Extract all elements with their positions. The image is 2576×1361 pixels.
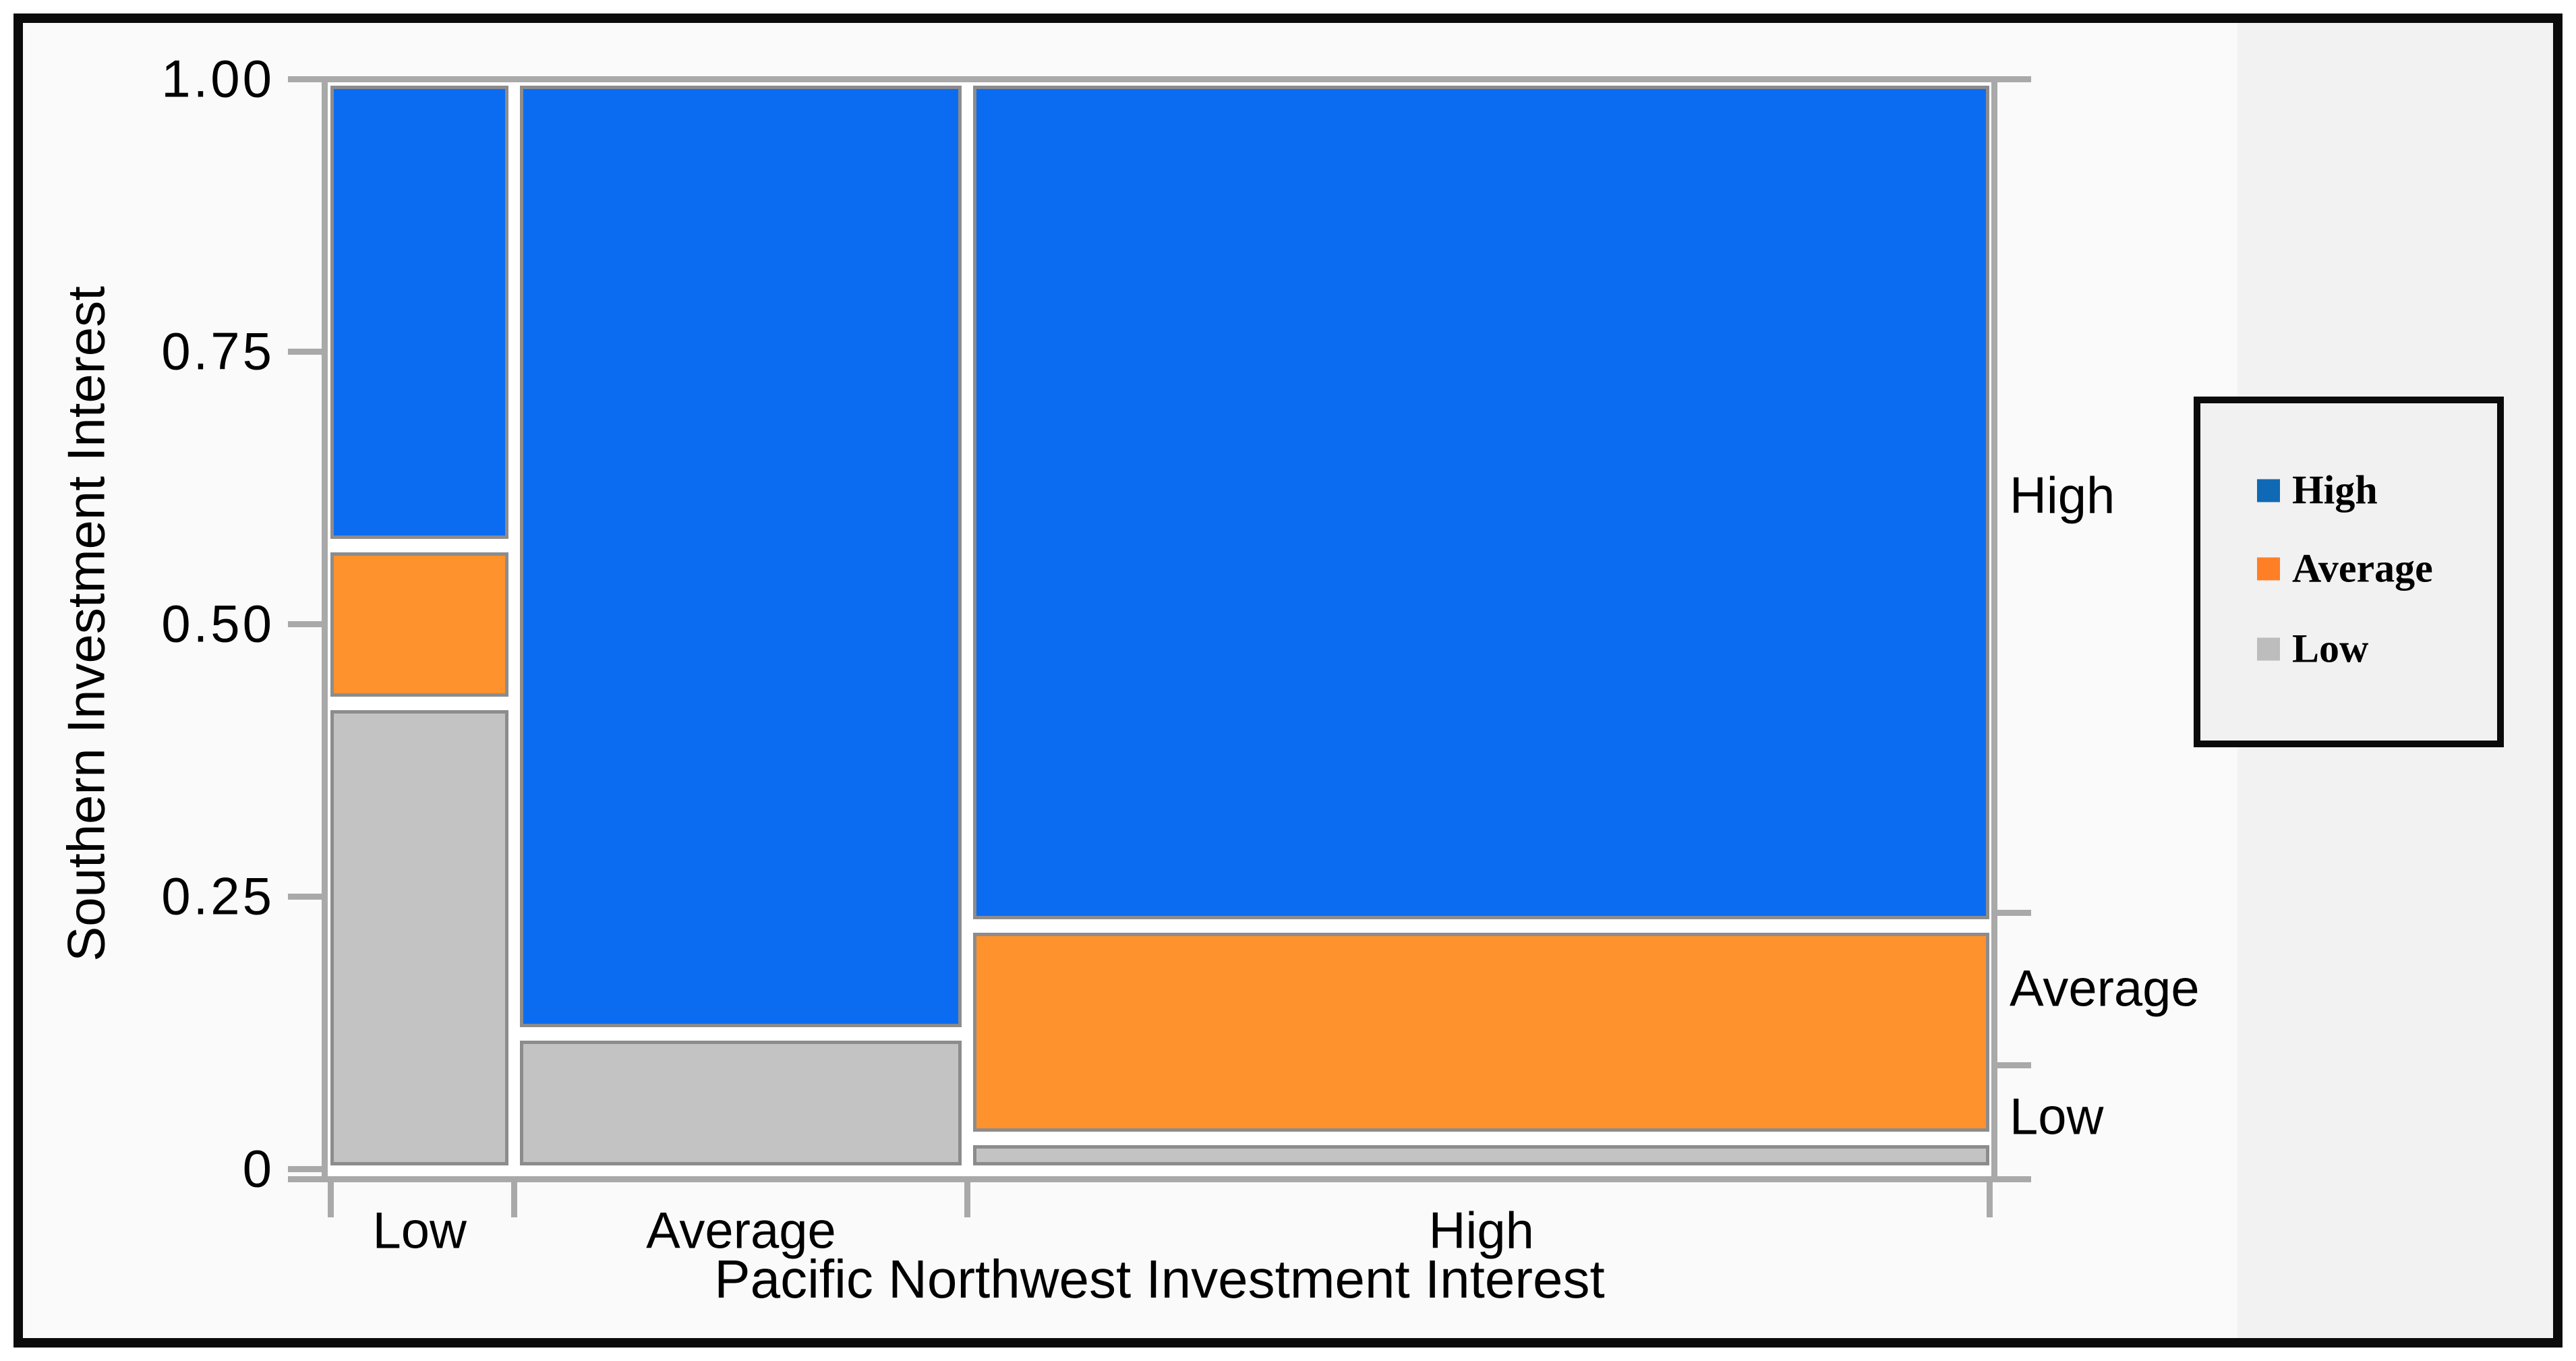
legend-item-label: Low: [2292, 626, 2369, 671]
right-axis-tick-mark: [1997, 909, 2031, 916]
mosaic-cell-low-low[interactable]: [330, 710, 509, 1165]
legend-swatch-high-icon: [2257, 479, 2280, 502]
legend-item-label: High: [2292, 467, 2378, 513]
x-axis-tick-mark: [511, 1182, 518, 1217]
mosaic-cell-high-low[interactable]: [973, 1145, 1989, 1165]
y-axis-title: Southern Investment Interest: [56, 286, 116, 962]
right-category-label-average: Average: [2010, 960, 2200, 1018]
legend: High Average Low: [2194, 397, 2504, 747]
legend-swatch-average-icon: [2257, 557, 2280, 580]
x-axis-tick-mark: [327, 1182, 334, 1217]
y-axis-tick-mark: [288, 893, 322, 900]
legend-item-label: Average: [2292, 546, 2433, 591]
y-axis-tick-label: 0: [242, 1138, 274, 1198]
y-axis-tick-label: 1.00: [161, 49, 274, 109]
y-axis-tick-mark: [288, 620, 322, 627]
mosaic-cell-high-average[interactable]: [973, 932, 1989, 1132]
y-axis-tick-label: 0.75: [161, 321, 274, 381]
y-axis-tick-label: 0.25: [161, 866, 274, 926]
plot-border-right: [1991, 76, 1997, 1182]
y-axis-tick-mark: [288, 1165, 322, 1172]
right-category-label-high: High: [2010, 467, 2115, 525]
mosaic-cell-low-average[interactable]: [330, 552, 509, 697]
mosaic-cell-low-high[interactable]: [330, 86, 509, 539]
x-axis-title: Pacific Northwest Investment Interest: [714, 1249, 1605, 1309]
x-axis-tick-label: High: [1428, 1202, 1534, 1260]
mosaic-cell-high-high[interactable]: [973, 86, 1989, 919]
x-axis-tick-label: Low: [372, 1202, 467, 1260]
y-axis-tick-mark: [288, 76, 322, 82]
legend-item-low[interactable]: Low: [2257, 626, 2368, 672]
x-axis-tick-mark: [1986, 1182, 1993, 1217]
x-axis-tick-mark: [964, 1182, 971, 1217]
legend-item-average[interactable]: Average: [2257, 546, 2433, 592]
x-axis-tick-label: Average: [646, 1202, 836, 1260]
plot-border-top: [288, 76, 2031, 82]
plot-border-left: [322, 76, 328, 1182]
mosaic-cell-average-low[interactable]: [520, 1040, 962, 1165]
y-axis-tick-mark: [288, 348, 322, 355]
y-axis-tick-label: 0.50: [161, 593, 274, 654]
legend-swatch-low-icon: [2257, 637, 2280, 660]
right-category-label-low: Low: [2010, 1088, 2104, 1146]
right-axis-tick-mark: [1997, 1062, 2031, 1068]
plot-border-bottom: [288, 1176, 2031, 1182]
legend-item-high[interactable]: High: [2257, 467, 2378, 514]
mosaic-cell-average-high[interactable]: [520, 86, 962, 1027]
